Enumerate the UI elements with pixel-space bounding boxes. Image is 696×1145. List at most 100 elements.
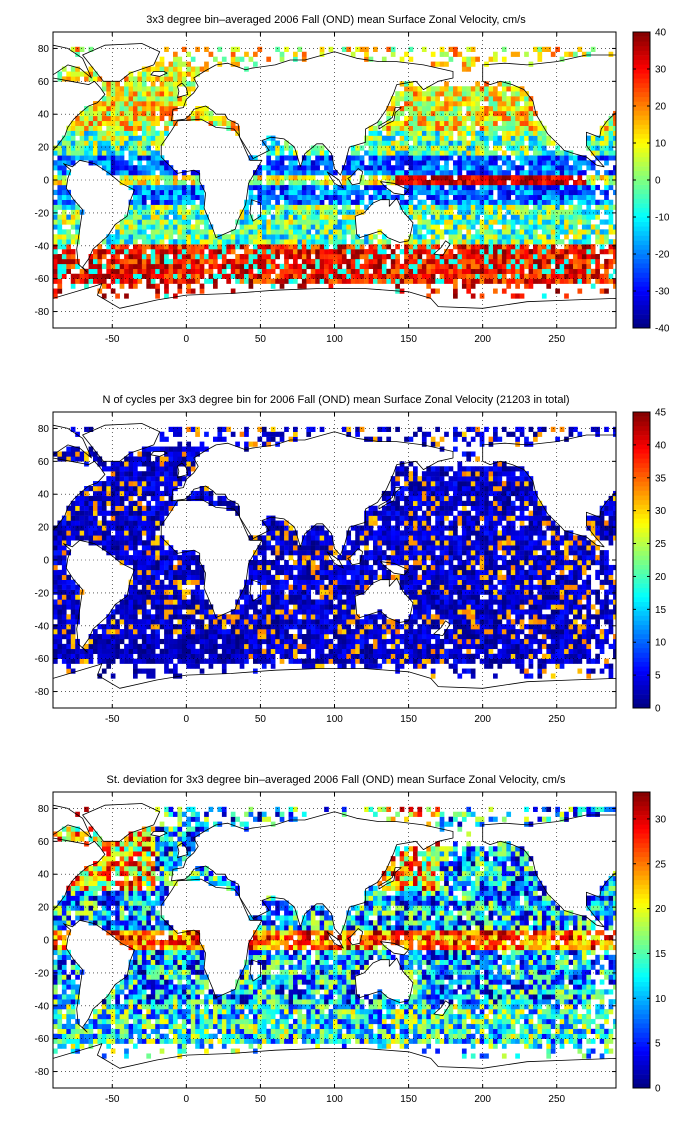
bin-cell: [439, 110, 445, 117]
bin-cell: [146, 130, 152, 136]
bin-cell: [519, 110, 525, 117]
bin-cell: [524, 234, 529, 240]
bin-cell: [328, 249, 334, 255]
bin-cell: [88, 648, 94, 654]
bin-cell: [133, 91, 138, 97]
bin-cell: [604, 263, 609, 270]
bin-cell: [297, 184, 303, 191]
bin-cell: [159, 234, 165, 240]
bin-cell: [533, 254, 538, 260]
bin-cell: [173, 71, 178, 77]
bin-cell: [524, 254, 529, 260]
bin-cell: [190, 653, 196, 659]
bin-cell: [310, 239, 316, 245]
bin-cell: [324, 229, 329, 235]
bin-cell: [253, 638, 258, 645]
bin-cell: [537, 194, 543, 200]
bin-cell: [541, 293, 547, 299]
bin-cell: [426, 160, 432, 166]
bin-cell: [190, 629, 196, 635]
bin-cell: [515, 263, 520, 270]
bin-cell: [466, 194, 472, 200]
bin-cell: [466, 140, 472, 146]
bin-cell: [399, 125, 405, 131]
bin-cell: [199, 106, 205, 112]
bin-cell: [533, 229, 538, 235]
bin-cell: [284, 638, 289, 645]
bin-cell: [159, 86, 165, 92]
bin-cell: [333, 254, 338, 260]
bin-cell: [546, 199, 552, 205]
bin-cell: [368, 145, 374, 151]
bin-cell: [199, 244, 205, 250]
bin-cell: [186, 629, 192, 635]
bin-cell: [466, 629, 472, 635]
bin-cell: [608, 219, 614, 225]
bin-cell: [417, 145, 423, 151]
bin-cell: [519, 239, 525, 245]
bin-cell: [57, 244, 63, 250]
bin-cell: [541, 199, 547, 205]
bin-cell: [270, 204, 276, 210]
bin-cell: [319, 46, 325, 52]
bin-cell: [346, 658, 352, 664]
bin-cell: [181, 638, 187, 645]
bin-cell: [93, 278, 98, 284]
bin-cell: [590, 199, 596, 205]
bin-cell: [301, 209, 307, 215]
bin-cell: [61, 229, 67, 235]
bin-cell: [399, 110, 405, 117]
bin-cell: [475, 165, 480, 171]
bin-cell: [555, 263, 560, 270]
bin-cell: [568, 658, 574, 664]
bin-cell: [510, 180, 516, 186]
bin-cell: [137, 101, 143, 107]
bin-cell: [395, 145, 400, 151]
bin-cell: [119, 648, 125, 654]
bin-cell: [141, 648, 147, 654]
bin-cell: [288, 268, 294, 274]
bin-cell: [528, 209, 534, 215]
bin-cell: [319, 624, 325, 630]
bin-cell: [57, 283, 63, 289]
bin-cell: [559, 273, 565, 279]
bin-cell: [533, 125, 538, 131]
bin-cell: [61, 76, 67, 82]
bin-cell: [453, 293, 458, 299]
bin-cell: [266, 268, 272, 274]
bin-cell: [297, 214, 303, 220]
bin-cell: [493, 209, 498, 215]
bin-cell: [319, 214, 325, 220]
bin-cell: [510, 96, 516, 102]
bin-cell: [497, 244, 503, 250]
bin-cell: [395, 278, 400, 284]
bin-cell: [119, 638, 125, 645]
bin-cell: [137, 619, 143, 625]
bin-cell: [315, 224, 320, 230]
bin-cell: [479, 634, 485, 640]
bin-cell: [128, 273, 134, 279]
bin-cell: [590, 224, 596, 230]
bin-cell: [493, 199, 498, 205]
bin-cell: [559, 263, 565, 270]
bin-cell: [293, 170, 298, 176]
bin-cell: [541, 160, 547, 166]
bin-cell: [133, 165, 138, 171]
bin-cell: [115, 135, 120, 141]
bin-cell: [306, 629, 312, 635]
bin-cell: [248, 189, 254, 196]
bin-cell: [457, 150, 463, 156]
bin-cell: [537, 204, 543, 210]
bin-cell: [244, 634, 249, 640]
bin-cell: [333, 619, 338, 625]
bin-cell: [559, 278, 565, 284]
bin-cell: [66, 155, 72, 161]
bin-cell: [595, 204, 600, 210]
bin-cell: [421, 624, 427, 630]
bin-cell: [541, 46, 547, 52]
bin-cell: [239, 239, 245, 245]
bin-cell: [550, 150, 556, 156]
bin-cell: [101, 629, 107, 635]
bin-cell: [84, 643, 89, 650]
bin-cell: [564, 175, 569, 181]
